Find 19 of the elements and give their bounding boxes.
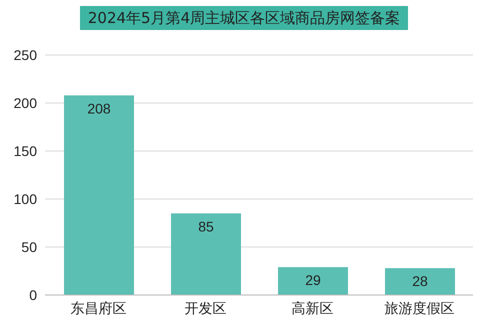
- data-label: 28: [412, 273, 428, 290]
- data-label: 85: [198, 218, 214, 234]
- data-label: 208: [87, 100, 111, 116]
- y-tick-label: 250: [14, 46, 38, 63]
- bar: [385, 268, 455, 295]
- x-tick-label: 旅游度假区: [384, 300, 454, 316]
- x-tick-label: 高新区: [292, 300, 334, 316]
- y-tick-label: 50: [21, 238, 38, 255]
- y-tick-label: 200: [14, 94, 38, 111]
- bar: [171, 213, 241, 295]
- y-tick-label: 0: [29, 286, 38, 303]
- x-tick-label: 开发区: [184, 300, 226, 316]
- data-label: 29: [305, 272, 321, 288]
- x-tick-label: 东昌府区: [70, 300, 126, 316]
- bar: [278, 267, 348, 295]
- bar: [64, 95, 134, 295]
- y-tick-label: 150: [14, 142, 38, 159]
- y-tick-label: 100: [14, 190, 38, 207]
- chart-title: 2024年5月第4周主城区各区域商品房网签备案: [80, 6, 408, 30]
